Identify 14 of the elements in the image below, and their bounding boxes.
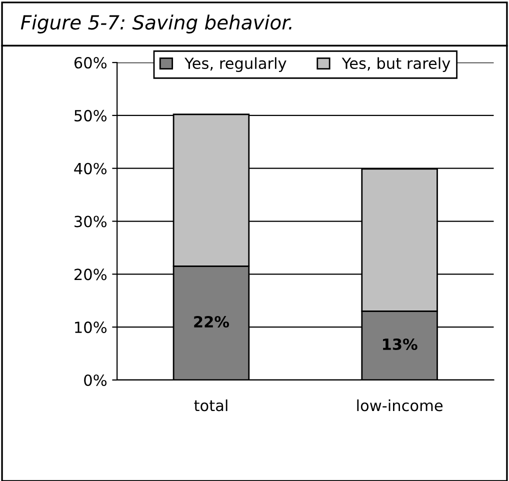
x-tick-label: low-income — [357, 399, 443, 412]
x-tick-label: total — [194, 399, 228, 412]
data-label: 22% — [194, 316, 230, 328]
y-tick-label: 60% — [74, 56, 107, 69]
y-tick-label: 0% — [84, 374, 107, 386]
legend-label: Yes, but rarely — [342, 57, 450, 72]
chart-title: Figure 5-7: Saving behavior. — [20, 14, 292, 34]
y-tick-label: 40% — [74, 162, 107, 174]
y-tick-label: 50% — [74, 110, 107, 122]
y-tick-label: 30% — [74, 216, 107, 228]
legend-label: Yes, regularly — [184, 57, 286, 72]
data-label: 13% — [383, 338, 418, 350]
y-tick-label: 10% — [75, 322, 107, 334]
y-tick-label: 20% — [74, 268, 107, 280]
